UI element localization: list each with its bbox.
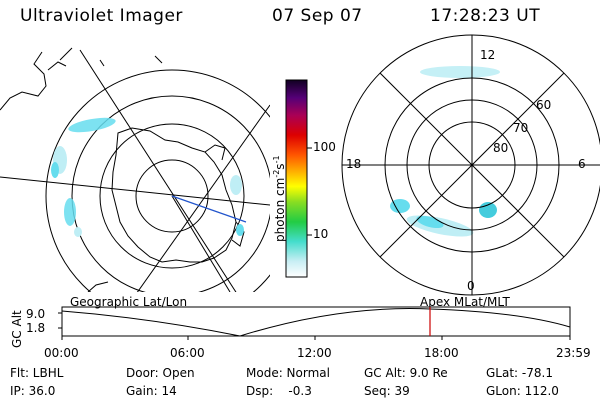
orbit-right-title: Apex MLat/MLT <box>420 295 510 309</box>
orbit-ytick-1.8: 1.8 <box>26 321 46 335</box>
door-info: Door: Open <box>126 366 195 380</box>
orbit-ytick-9: 9.0 <box>26 307 46 321</box>
colorbar-tick-10: 10 <box>313 227 329 241</box>
mlt-label-6: 6 <box>578 157 586 171</box>
mlt-label-12: 12 <box>480 48 496 62</box>
ip-info: IP: 36.0 <box>10 384 56 398</box>
mlt-label-18: 18 <box>346 157 362 171</box>
colorbar-tick-100: 100 <box>313 140 336 154</box>
mlat-label-60: 60 <box>536 98 552 112</box>
mlat-label-70: 70 <box>513 121 529 135</box>
orbit-xtick-2359: 23:59 <box>556 346 591 360</box>
mode-info: Mode: Normal <box>246 366 330 380</box>
orbit-xtick-1800: 18:00 <box>424 346 459 360</box>
image-date: 07 Sep 07 <box>272 6 363 26</box>
orbit-xtick-0600: 06:00 <box>170 346 205 360</box>
mlat-label-80: 80 <box>493 141 509 155</box>
gc-alt-info: GC Alt: 9.0 Re <box>364 366 448 380</box>
seq-info: Seq: 39 <box>364 384 410 398</box>
dsp-info: Dsp: -0.3 <box>246 384 312 398</box>
gain-info: Gain: 14 <box>126 384 177 398</box>
orbit-xtick-1200: 12:00 <box>297 346 332 360</box>
orbit-left-title: Geographic Lat/Lon <box>70 295 188 309</box>
filter-info: Flt: LBHL <box>10 366 64 380</box>
glon-info: GLon: 112.0 <box>486 384 559 398</box>
image-time: 17:28:23 UT <box>430 6 541 26</box>
mlt-label-0: 0 <box>467 279 475 293</box>
instrument-title: Ultraviolet Imager <box>20 6 183 26</box>
glat-info: GLat: -78.1 <box>486 366 553 380</box>
orbit-xtick-0000: 00:00 <box>44 346 79 360</box>
